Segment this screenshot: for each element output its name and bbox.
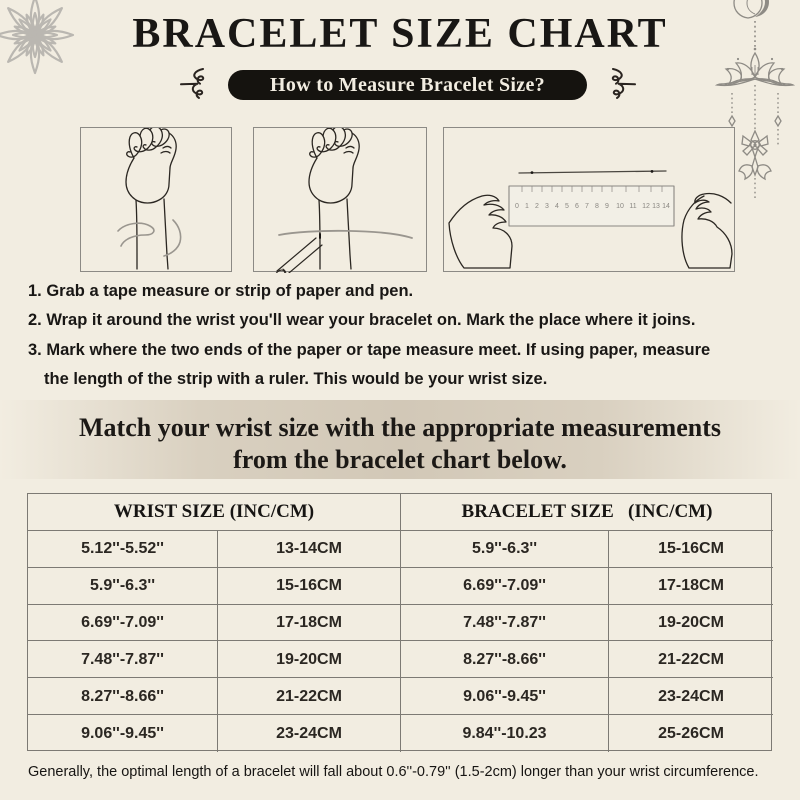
svg-text:10: 10 — [616, 203, 624, 210]
svg-text:14: 14 — [662, 203, 670, 210]
svg-text:11: 11 — [629, 203, 636, 210]
svg-text:12: 12 — [642, 203, 650, 210]
svg-text:2: 2 — [535, 203, 539, 210]
svg-text:8: 8 — [595, 203, 599, 210]
svg-text:7: 7 — [585, 203, 589, 210]
svg-text:5: 5 — [565, 203, 569, 210]
svg-text:6: 6 — [575, 203, 579, 210]
svg-text:4: 4 — [555, 203, 559, 210]
svg-text:0: 0 — [515, 203, 519, 210]
svg-text:3: 3 — [545, 203, 549, 210]
svg-text:9: 9 — [605, 203, 609, 210]
svg-text:1: 1 — [525, 203, 529, 210]
svg-text:13: 13 — [652, 203, 660, 210]
